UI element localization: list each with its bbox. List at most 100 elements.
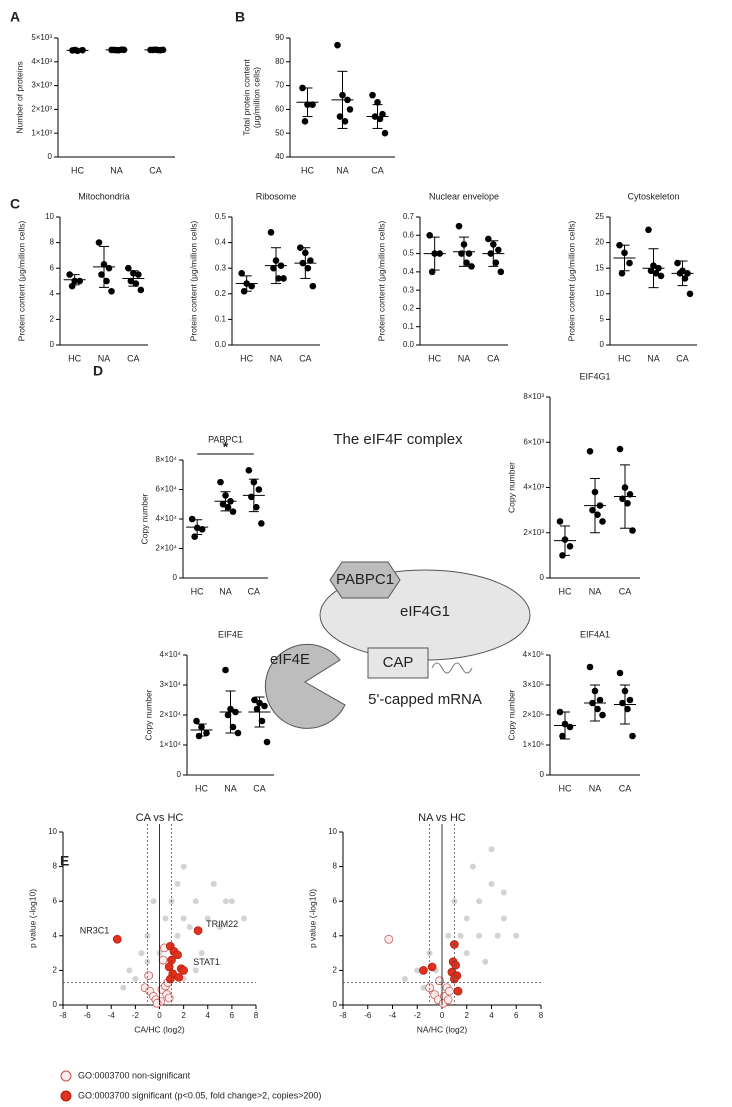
y-tick-label: 6×10³ — [523, 437, 544, 446]
y-axis-label: Copy number — [506, 689, 516, 740]
data-point — [270, 264, 277, 272]
y-tick-label: 6 — [53, 896, 58, 905]
x-tick-label: CA — [149, 165, 162, 175]
data-point — [275, 275, 282, 282]
y-tick-label: 80 — [275, 57, 284, 66]
data-point — [457, 932, 464, 939]
data-point — [435, 976, 444, 986]
x-tick-label: NA — [589, 783, 602, 793]
data-point — [414, 967, 421, 974]
data-point — [193, 926, 203, 935]
legend-marker — [60, 1090, 72, 1102]
data-point — [135, 271, 142, 278]
y-tick-label: 70 — [275, 81, 284, 90]
data-point — [219, 500, 227, 508]
data-point — [166, 974, 175, 984]
data-point — [686, 290, 694, 298]
y-tick-label: 4 — [53, 931, 58, 940]
chart-title: EIF4A1 — [580, 629, 610, 639]
data-point — [198, 950, 205, 957]
x-tick-label: NA — [270, 353, 283, 363]
chart-title: Ribosome — [256, 191, 297, 201]
y-tick-label: 0.6 — [403, 230, 415, 239]
x-tick-label: HC — [618, 353, 631, 363]
data-point — [488, 880, 495, 887]
x-tick-label: HC — [240, 353, 253, 363]
y-tick-label: 0.5 — [403, 249, 415, 258]
y-tick-label: 0.2 — [403, 304, 415, 313]
legend-label: GO:0003700 significant (p<0.05, fold cha… — [78, 1090, 321, 1100]
y-axis-label: Number of proteins — [14, 61, 24, 133]
y-tick-label: 0 — [53, 1000, 58, 1009]
data-point — [150, 898, 157, 905]
x-tick-label: NA — [98, 353, 111, 363]
data-point — [132, 976, 139, 983]
y-tick-label: 15 — [595, 263, 604, 272]
x-tick-label: HC — [428, 353, 441, 363]
x-tick-label: NA — [647, 353, 660, 363]
y-tick-label: 10 — [48, 827, 57, 836]
y-tick-label: 4 — [50, 289, 55, 298]
y-tick-label: 0.4 — [403, 267, 415, 276]
y-axis-label: Protein content (μg/million cells) — [566, 221, 576, 342]
y-tick-label: 2×10³ — [523, 528, 544, 537]
data-point — [616, 669, 624, 677]
y-axis-label: Protein content (μg/million cells) — [188, 221, 198, 342]
y-tick-label: 0 — [173, 573, 178, 582]
data-point — [66, 271, 73, 278]
x-tick-label: -2 — [132, 1011, 140, 1020]
data-point — [419, 966, 428, 975]
data-point — [401, 976, 408, 983]
data-point — [500, 915, 507, 922]
x-tick-label: 8 — [254, 1011, 259, 1020]
y-tick-label: 3×10⁵ — [523, 680, 544, 689]
y-tick-label: 2 — [333, 966, 338, 975]
data-point — [336, 113, 344, 120]
data-point — [626, 490, 634, 498]
x-tick-label: -6 — [364, 1011, 372, 1020]
pabpc1-shape — [329, 561, 401, 599]
data-point — [240, 915, 247, 922]
data-point — [463, 950, 470, 957]
y-tick-label: 8 — [53, 862, 58, 871]
data-point — [224, 711, 232, 719]
data-point — [95, 239, 103, 246]
data-point — [618, 270, 626, 277]
x-tick-label: CA — [299, 353, 312, 363]
data-point — [589, 506, 596, 514]
data-point — [144, 932, 151, 939]
x-tick-label: CA — [619, 586, 632, 596]
y-tick-label: 8 — [333, 862, 338, 871]
data-point — [681, 275, 689, 282]
data-point — [616, 445, 624, 453]
data-point — [445, 932, 452, 939]
y-tick-label: 0 — [600, 340, 605, 349]
y-axis-label: Total protein content — [241, 59, 251, 136]
y-tick-label: 4×10⁴ — [156, 514, 178, 523]
y-axis-label: Copy number — [506, 462, 516, 513]
data-point — [222, 898, 229, 905]
x-tick-label: HC — [559, 586, 572, 596]
y-tick-label: 5 — [600, 315, 605, 324]
data-point — [497, 268, 505, 276]
data-point — [191, 533, 198, 540]
x-tick-label: 8 — [539, 1011, 544, 1020]
data-point — [248, 282, 255, 290]
y-tick-label: 4×10⁴ — [160, 650, 182, 659]
y-tick-label: 20 — [595, 238, 604, 247]
data-point — [482, 958, 489, 965]
y-tick-label: 25 — [595, 212, 604, 221]
x-tick-label: -2 — [414, 1011, 422, 1020]
y-axis-label: Copy number — [139, 493, 149, 544]
y-tick-label: 6 — [50, 263, 55, 272]
data-point — [164, 962, 174, 972]
x-tick-label: CA — [487, 353, 500, 363]
y-tick-label: 1×10³ — [31, 128, 52, 137]
data-point — [186, 924, 193, 931]
data-point — [126, 967, 133, 974]
chart-title: EIF4G1 — [579, 371, 610, 381]
chart-title: NA vs HC — [418, 812, 466, 824]
diagram-label: 5'-capped mRNA — [368, 691, 482, 708]
data-point — [645, 226, 652, 234]
data-point — [138, 950, 145, 957]
